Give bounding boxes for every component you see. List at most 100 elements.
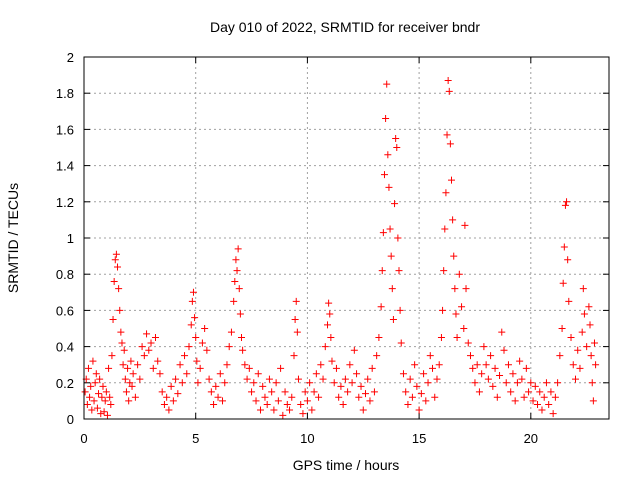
data-point	[576, 364, 584, 372]
data-point	[571, 375, 579, 383]
data-point	[151, 334, 159, 342]
data-point	[480, 343, 488, 351]
data-point	[107, 401, 115, 409]
data-point	[389, 315, 397, 323]
data-point	[478, 370, 486, 378]
data-point	[312, 370, 320, 378]
data-point	[446, 140, 454, 148]
y-tick-label: 1.2	[56, 195, 74, 210]
y-tick-label: 0.2	[56, 376, 74, 391]
data-point	[567, 334, 575, 342]
data-point	[378, 267, 386, 275]
data-point	[443, 131, 451, 139]
data-point	[129, 370, 137, 378]
data-point	[272, 379, 280, 387]
data-point	[445, 87, 453, 95]
data-point	[393, 144, 401, 151]
data-point	[417, 390, 425, 398]
data-point	[212, 382, 220, 390]
data-point	[167, 382, 175, 390]
y-tick-label: 1.8	[56, 86, 74, 101]
data-point	[181, 352, 189, 360]
data-point	[100, 408, 108, 416]
data-point	[559, 279, 567, 287]
data-point	[185, 343, 193, 351]
data-point	[172, 375, 180, 383]
data-point	[590, 339, 598, 347]
data-point	[589, 397, 597, 405]
data-point	[294, 375, 302, 383]
data-point	[384, 151, 392, 159]
data-point	[196, 364, 204, 372]
data-point	[332, 364, 340, 372]
data-point	[388, 285, 396, 293]
data-point	[549, 410, 557, 418]
data-point	[527, 379, 535, 387]
data-point	[138, 343, 146, 351]
data-point	[245, 364, 253, 372]
data-point	[545, 401, 553, 409]
data-point	[84, 364, 92, 372]
data-point	[350, 346, 358, 354]
data-point	[243, 375, 251, 383]
data-point	[116, 306, 124, 314]
data-point	[111, 256, 119, 264]
data-point	[101, 397, 109, 405]
data-point	[279, 411, 287, 419]
data-point	[127, 357, 135, 365]
data-point	[112, 250, 120, 258]
data-point	[379, 229, 387, 237]
data-point	[263, 401, 271, 409]
data-point	[498, 328, 506, 336]
data-point	[183, 370, 191, 378]
data-point	[346, 361, 354, 369]
y-tick-label: 1.4	[56, 159, 74, 174]
data-point	[529, 397, 537, 405]
data-point	[214, 393, 222, 401]
data-point	[268, 388, 276, 396]
data-point	[306, 379, 314, 387]
data-point	[178, 379, 186, 387]
data-point	[239, 346, 247, 354]
data-point	[327, 334, 335, 342]
data-point	[193, 357, 201, 365]
data-point	[585, 303, 593, 311]
data-point	[540, 393, 548, 401]
data-point	[149, 364, 157, 372]
data-point	[579, 285, 587, 293]
data-point	[534, 401, 542, 409]
data-point	[140, 352, 148, 360]
data-point	[377, 303, 385, 311]
data-point	[392, 134, 400, 142]
data-point	[126, 379, 134, 387]
data-point	[125, 397, 133, 405]
data-point	[221, 379, 229, 387]
data-point	[207, 388, 215, 396]
data-point	[435, 361, 443, 369]
data-point	[578, 328, 586, 336]
data-point	[303, 397, 311, 405]
data-point	[203, 346, 211, 354]
data-point	[396, 306, 404, 314]
data-point	[283, 401, 291, 409]
data-point	[252, 397, 260, 405]
data-point	[93, 404, 101, 412]
data-point	[504, 361, 512, 369]
data-point	[158, 388, 166, 396]
data-point	[261, 393, 269, 401]
data-point	[586, 321, 594, 329]
data-point	[95, 390, 103, 398]
data-point	[88, 406, 96, 414]
data-point	[274, 397, 282, 405]
data-point	[592, 361, 600, 369]
data-point	[117, 328, 125, 336]
data-point	[587, 352, 595, 360]
data-point	[87, 382, 95, 390]
data-point	[248, 388, 256, 396]
data-point	[81, 388, 89, 396]
data-point	[563, 198, 571, 206]
data-point	[442, 189, 450, 197]
data-point	[297, 401, 305, 409]
data-point	[458, 303, 466, 311]
data-point	[455, 270, 463, 278]
